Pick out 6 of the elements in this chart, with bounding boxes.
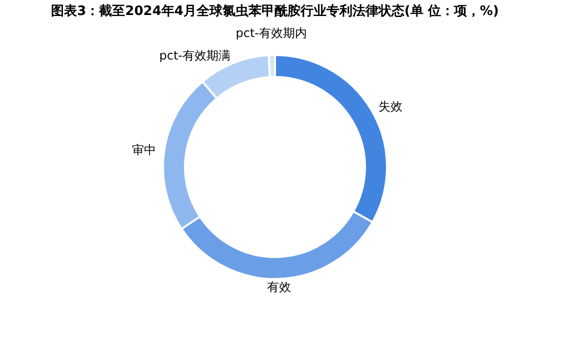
chart-title: 图表3：截至2024年4月全球氯虫苯甲酰胺行业专利法律状态(单 位：项，%) <box>51 3 499 19</box>
slice-label: 审中 <box>132 143 156 158</box>
slice-label: 有效 <box>267 280 292 294</box>
slice-label: pct-有效期满 <box>159 48 230 63</box>
slice-label: pct-有效期内 <box>236 26 308 40</box>
slice-label: 失效 <box>378 100 403 114</box>
